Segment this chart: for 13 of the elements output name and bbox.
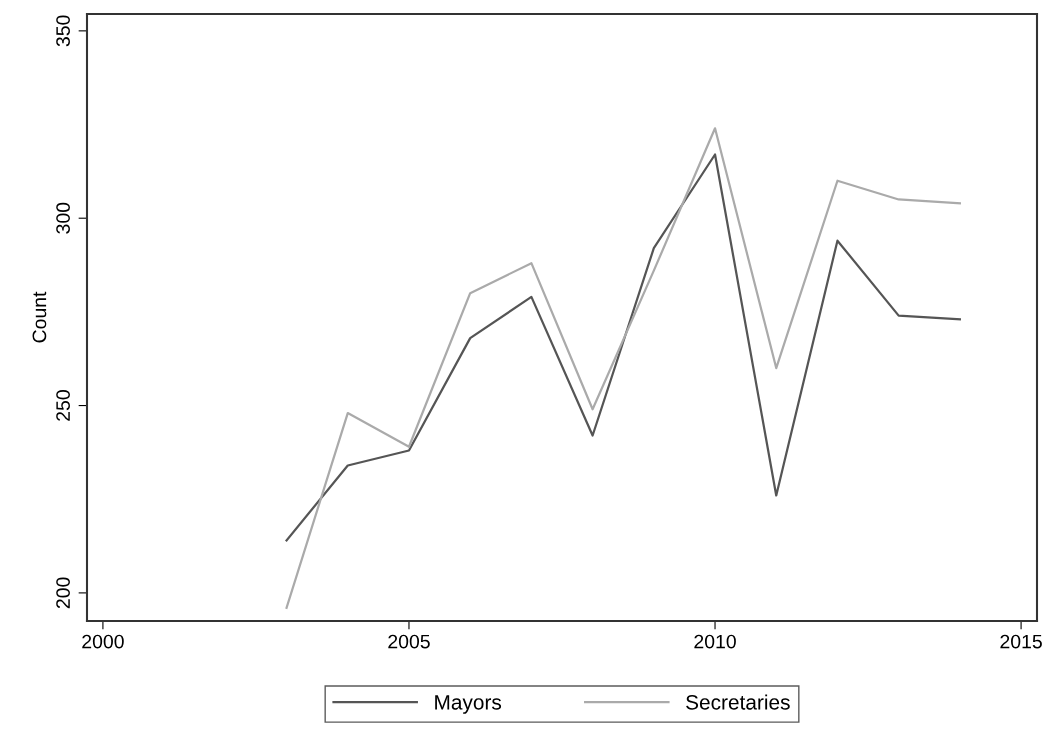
- legend-label: Secretaries: [686, 694, 790, 710]
- y-tick-label: 200: [56, 577, 70, 609]
- y-tick-label: 250: [56, 390, 70, 421]
- legend-label: Mayors: [435, 695, 502, 714]
- line-series: [285, 127, 961, 609]
- y-tick-label: 350: [56, 15, 70, 47]
- x-tick-label: 2010: [694, 634, 736, 649]
- line-series: [285, 153, 961, 542]
- x-tick-label: 2005: [388, 634, 430, 649]
- y-tick-label: 300: [56, 202, 70, 234]
- x-tick-label: 2000: [82, 634, 124, 649]
- y-axis-title: Count: [32, 291, 47, 343]
- x-tick-label: 2015: [1000, 634, 1042, 649]
